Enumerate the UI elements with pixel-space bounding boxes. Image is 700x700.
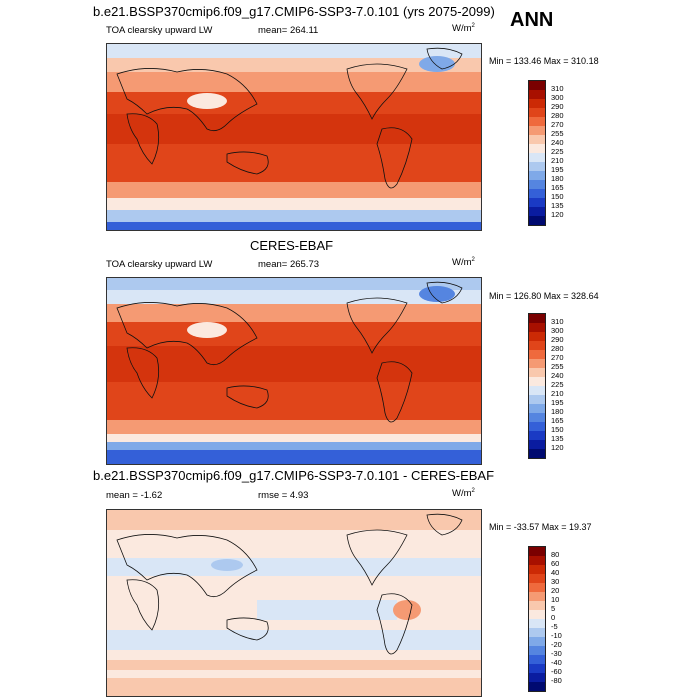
panel-3-colorbar [528,546,546,692]
panel-1-map [106,43,482,231]
colorbar-tick: 225 [551,380,564,389]
panel-3-mean: mean = -1.62 [106,490,163,501]
colorbar-tick: 135 [551,201,564,210]
colorbar-tick: -40 [551,658,562,667]
colorbar-tick: -5 [551,622,558,631]
panel-2-units: W/m2 [452,257,475,269]
colorbar-tick: 255 [551,129,564,138]
panel-1-mean: mean= 264.11 [258,25,319,36]
panel-2-minmax: Min = 126.80 Max = 328.64 [489,291,599,301]
panel-2-colorbar [528,313,546,459]
colorbar-tick: 210 [551,389,564,398]
colorbar-tick: 270 [551,353,564,362]
colorbar-tick: 180 [551,407,564,416]
panel-1-colorbar [528,80,546,226]
colorbar-tick: -60 [551,667,562,676]
colorbar-tick: 290 [551,102,564,111]
colorbar-tick: 300 [551,326,564,335]
colorbar-tick: 225 [551,147,564,156]
colorbar-tick: 120 [551,443,564,452]
colorbar-tick: 180 [551,174,564,183]
colorbar-tick: 195 [551,165,564,174]
colorbar-tick: -10 [551,631,562,640]
panel-2-variable-label: TOA clearsky upward LW [106,259,213,270]
panel-1-minmax: Min = 133.46 Max = 310.18 [489,56,599,66]
colorbar-tick: 310 [551,84,564,93]
panel-1-units: W/m2 [452,23,475,35]
colorbar-tick: 240 [551,371,564,380]
panel-3-rmse: rmse = 4.93 [258,490,309,501]
panel-2-map [106,277,482,465]
colorbar-tick: 255 [551,362,564,371]
colorbar-tick: 195 [551,398,564,407]
colorbar-tick: 60 [551,559,560,568]
colorbar-tick: -80 [551,676,562,685]
colorbar-tick: 120 [551,210,564,219]
panel-2-mean: mean= 265.73 [258,259,320,270]
colorbar-tick: 280 [551,344,564,353]
colorbar-tick: 165 [551,416,564,425]
colorbar-tick: 30 [551,577,560,586]
colorbar-tick: 10 [551,595,560,604]
panel-1-title: b.e21.BSSP370cmip6.f09_g17.CMIP6-SSP3-7.… [93,4,495,19]
colorbar-tick: 240 [551,138,564,147]
panel-3-units: W/m2 [452,488,475,500]
colorbar-tick: 290 [551,335,564,344]
colorbar-tick: 40 [551,568,560,577]
colorbar-tick: 20 [551,586,560,595]
panel-1-variable-label: TOA clearsky upward LW [106,25,213,36]
panel-3-minmax: Min = -33.57 Max = 19.37 [489,522,592,532]
colorbar-tick: 150 [551,425,564,434]
panel-3-map [106,509,482,697]
colorbar-tick: 280 [551,111,564,120]
colorbar-tick: 310 [551,317,564,326]
colorbar-tick: -30 [551,649,562,658]
colorbar-tick: 150 [551,192,564,201]
colorbar-tick: 0 [551,613,556,622]
panel-2-title: CERES-EBAF [250,238,334,253]
colorbar-tick: 210 [551,156,564,165]
colorbar-tick: 300 [551,93,564,102]
colorbar-tick: 135 [551,434,564,443]
panel-3-title: b.e21.BSSP370cmip6.f09_g17.CMIP6-SSP3-7.… [93,468,495,483]
colorbar-tick: 165 [551,183,564,192]
colorbar-tick: 5 [551,604,556,613]
colorbar-tick: -20 [551,640,562,649]
colorbar-tick: 270 [551,120,564,129]
season-label: ANN [510,9,554,31]
colorbar-tick: 80 [551,550,560,559]
